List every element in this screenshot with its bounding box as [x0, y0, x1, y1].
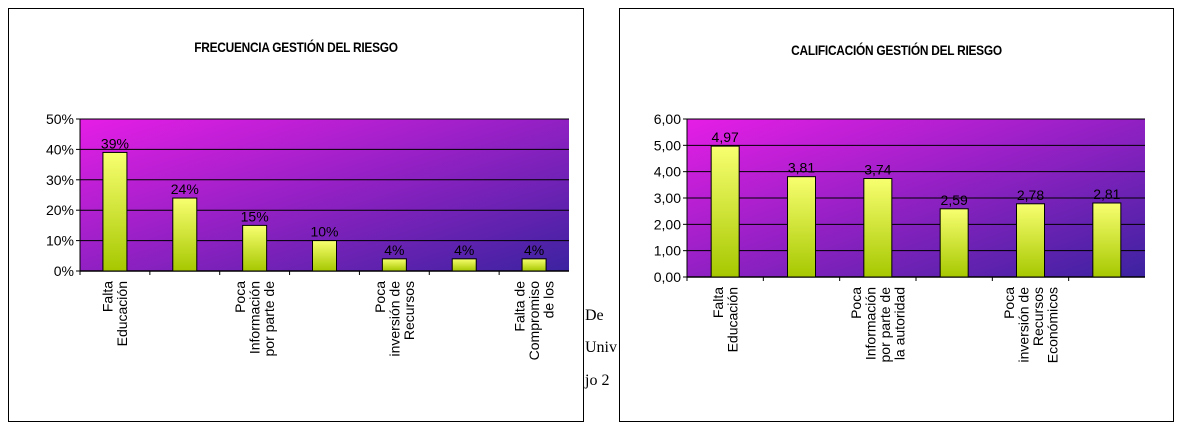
- bar: [939, 208, 969, 278]
- rating-chart: 0,00 1,00 2,00 3,00 4,00 5,00 6,00 4,97 FaltaEdu…: [654, 111, 1145, 363]
- x-category-label: por parte de: [877, 287, 893, 363]
- data-label: 2,81: [1093, 186, 1120, 202]
- bar: [381, 258, 407, 272]
- data-label: 4%: [384, 242, 404, 258]
- bar: [1092, 202, 1122, 278]
- y-tick-label: 2,00: [654, 216, 681, 232]
- bar: [1016, 203, 1045, 278]
- y-tick-label: 6,00: [654, 111, 681, 127]
- data-label: 3,81: [788, 160, 815, 176]
- frequency-chart-panel: FRECUENCIA GESTIÓN DEL RIESGO 0% 10% 20% 30…: [8, 8, 584, 422]
- background-text-univ: Univ: [585, 339, 617, 356]
- x-category-label: Poca: [372, 281, 388, 313]
- bar: [863, 178, 893, 278]
- bar: [710, 145, 740, 278]
- data-label: 4%: [454, 242, 474, 258]
- background-text-jo: jo 2: [585, 372, 610, 389]
- x-category-label: Falta: [100, 281, 116, 312]
- x-category-label: Recursos: [401, 281, 417, 340]
- y-tick-label: 4,00: [654, 164, 681, 180]
- data-label: 39%: [101, 135, 129, 151]
- x-category-label: inversión de: [386, 281, 402, 357]
- bar: [242, 224, 268, 272]
- y-tick-label: 1,00: [654, 243, 681, 259]
- x-category-label: de los: [541, 281, 557, 318]
- y-tick-label: 0%: [54, 263, 74, 279]
- y-tick-label: 50%: [46, 111, 74, 127]
- y-tick-label: 20%: [46, 202, 74, 218]
- background-text-de: De: [585, 307, 604, 324]
- data-label: 4,97: [712, 129, 739, 145]
- data-label: 24%: [171, 181, 199, 197]
- bar: [787, 176, 816, 278]
- bar: [172, 197, 198, 272]
- x-category-label: Falta de: [512, 281, 528, 332]
- x-category-label: Compromiso: [526, 281, 542, 361]
- bar: [312, 240, 337, 272]
- data-label: 10%: [310, 224, 338, 240]
- data-label: 3,74: [864, 162, 891, 178]
- y-tick-label: 0,00: [654, 269, 681, 285]
- y-tick-label: 30%: [46, 172, 74, 188]
- y-tick-label: 5,00: [654, 137, 681, 153]
- bar: [451, 258, 477, 272]
- x-category-label: por parte de: [261, 281, 277, 357]
- rating-chart-panel: CALIFICACIÓN GESTIÓN DEL RIESGO 0,00 1,00…: [619, 8, 1174, 422]
- data-label: 15%: [241, 208, 269, 224]
- x-category-label: Educación: [724, 287, 740, 352]
- y-tick-label: 40%: [46, 141, 74, 157]
- x-category-label: Poca: [848, 287, 864, 319]
- x-category-label: Poca: [232, 281, 248, 313]
- chart-title: FRECUENCIA GESTIÓN DEL RIESGO: [194, 39, 398, 55]
- bar: [521, 258, 547, 272]
- bar: [102, 151, 128, 272]
- x-category-label: Falta: [710, 287, 726, 318]
- chart-title: CALIFICACIÓN GESTIÓN DEL RIESGO: [791, 42, 1002, 58]
- x-category-label: inversión de: [1015, 287, 1031, 363]
- x-category-label: Información: [247, 281, 263, 354]
- x-category-label: la autoridad: [892, 287, 908, 360]
- data-label: 2,59: [941, 192, 968, 208]
- x-category-label: Recursos: [1030, 287, 1046, 346]
- data-label: 2,78: [1017, 187, 1044, 203]
- x-category-label: Educación: [114, 281, 130, 346]
- x-category-label: Información: [863, 287, 879, 360]
- x-category-label: Económicos: [1044, 287, 1060, 363]
- x-category-label: Poca: [1001, 287, 1017, 319]
- data-label: 4%: [524, 242, 544, 258]
- y-tick-label: 3,00: [654, 190, 681, 206]
- y-tick-label: 10%: [46, 233, 74, 249]
